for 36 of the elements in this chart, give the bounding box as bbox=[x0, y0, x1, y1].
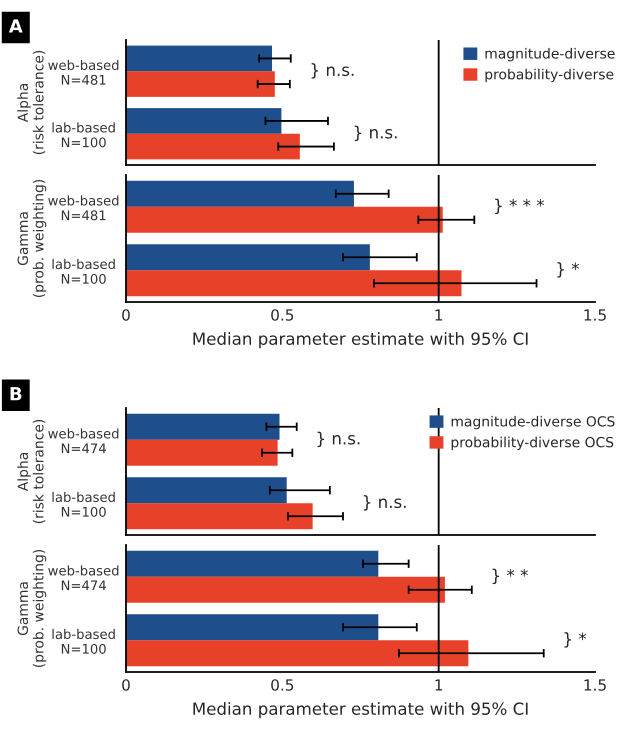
annotation: } n.s. bbox=[354, 126, 397, 142]
x-axis-title: Median parameter estimate with 95% CI bbox=[193, 332, 528, 348]
legend-label: magnitude-diverse OCS bbox=[452, 416, 615, 430]
y-axis-title: Alpha (risk tolerance) bbox=[17, 50, 46, 154]
y-tick-label: web-based N=481 bbox=[48, 195, 118, 220]
x-tick-label: 0.5 bbox=[271, 679, 294, 691]
annotation: } * bbox=[557, 262, 580, 278]
annotation: } * * bbox=[492, 568, 528, 584]
x-tick-label: 1 bbox=[435, 309, 442, 321]
y-tick-label: lab-based N=100 bbox=[52, 258, 115, 284]
y-tick-label: lab-based N=100 bbox=[52, 492, 115, 517]
y-axis-title: Gamma (prob. weighting) bbox=[18, 180, 46, 298]
x-tick-label: 0 bbox=[122, 309, 130, 321]
legend-label: probability-diverse bbox=[486, 68, 614, 82]
y-axis-title: Alpha (risk tolerance) bbox=[17, 420, 46, 524]
x-tick-label: 1 bbox=[435, 679, 442, 691]
x-tick-label: 0.5 bbox=[271, 309, 294, 321]
legend-label: probability-diverse OCS bbox=[452, 436, 614, 450]
y-axis-title: Gamma (prob. weighting) bbox=[18, 550, 46, 668]
y-tick-label: web-based N=474 bbox=[48, 565, 118, 590]
y-tick-label: web-based N=481 bbox=[48, 60, 118, 85]
y-tick-label: web-based N=474 bbox=[48, 428, 118, 454]
annotation: } n.s. bbox=[312, 63, 354, 79]
y-tick-label: lab-based N=100 bbox=[52, 628, 115, 654]
x-tick-label: 1.5 bbox=[584, 679, 606, 691]
y-tick-label: lab-based N=100 bbox=[52, 122, 115, 148]
annotation: } * * * bbox=[495, 198, 544, 214]
x-axis-title: Median parameter estimate with 95% CI bbox=[193, 702, 528, 718]
x-tick-label: 1.5 bbox=[584, 309, 606, 321]
annotation: } n.s. bbox=[318, 432, 360, 448]
chart-title: B bbox=[10, 387, 22, 400]
chart-title: A bbox=[8, 19, 23, 32]
annotation: } n.s. bbox=[364, 495, 406, 511]
x-tick-label: 0 bbox=[122, 679, 130, 691]
annotation: } * bbox=[564, 632, 586, 648]
legend-label: magnitude-diverse bbox=[486, 48, 615, 62]
